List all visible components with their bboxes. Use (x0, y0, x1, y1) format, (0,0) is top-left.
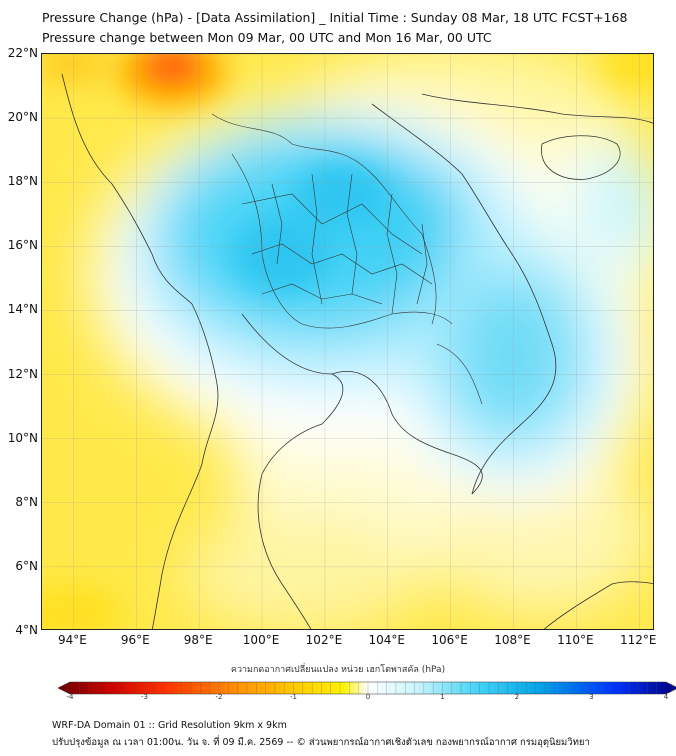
update-info: ปรับปรุงข้อมูล ณ เวลา 01:00น. วัน จ. ที่… (52, 737, 590, 748)
latitude-label: 20°N (7, 110, 38, 125)
colorbar-tick-label: 2 (514, 693, 520, 701)
colorbar-tick-label: -4 (66, 693, 74, 701)
colorbar-tick-label: 0 (365, 693, 371, 701)
colorbar-gradient (57, 681, 676, 695)
province-boundaries (211, 113, 483, 405)
latitude-label: 12°N (7, 366, 38, 381)
colorbar-tick-label: -2 (215, 693, 223, 701)
longitude-label: 106°E (431, 633, 468, 647)
model-info: WRF-DA Domain 01 :: Grid Resolution 9km … (52, 720, 287, 731)
longitude-label: 98°E (183, 633, 213, 647)
pressure-field-detail (42, 54, 653, 629)
colorbar-tick-label: -3 (141, 693, 148, 701)
latitude-label: 6°N (15, 558, 38, 573)
longitude-label: 96°E (120, 633, 150, 647)
longitude-label: 102°E (305, 633, 343, 647)
colorbar-tick-label: -1 (290, 693, 297, 701)
longitude-label: 104°E (368, 633, 406, 647)
map-canvas (42, 54, 653, 629)
longitude-label: 112°E (620, 633, 657, 647)
colorbar-dividers (79, 682, 657, 694)
colorbar-tick-label: 3 (589, 693, 594, 701)
longitude-label: 94°E (57, 633, 87, 647)
colorbar-svg (57, 681, 676, 695)
map-subtitle: Pressure change between Mon 09 Mar, 00 U… (42, 30, 492, 45)
latitude-label: 16°N (7, 238, 38, 253)
graticule (42, 54, 653, 629)
latitude-label: 18°N (7, 174, 38, 189)
colorbar-title: ความกดอากาศเปลี่ยนแปลง หน่วย เฮกโตพาสคัล… (230, 665, 446, 675)
latitude-label: 8°N (15, 494, 38, 509)
map-title: Pressure Change (hPa) - [Data Assimilati… (42, 10, 628, 25)
coastlines (61, 73, 653, 629)
colorbar (57, 680, 676, 699)
colorbar-tick-label: 4 (663, 693, 669, 701)
latitude-label: 10°N (7, 430, 38, 445)
latitude-label: 22°N (7, 46, 38, 60)
longitude-label: 100°E (242, 633, 280, 647)
pressure-change-map (41, 53, 654, 630)
latitude-label: 4°N (15, 623, 38, 637)
pressure-field (92, 54, 653, 629)
latitude-label: 14°N (7, 302, 38, 317)
longitude-label: 108°E (494, 633, 531, 647)
longitude-label: 110°E (557, 633, 594, 647)
colorbar-tick-label: 1 (440, 693, 445, 701)
